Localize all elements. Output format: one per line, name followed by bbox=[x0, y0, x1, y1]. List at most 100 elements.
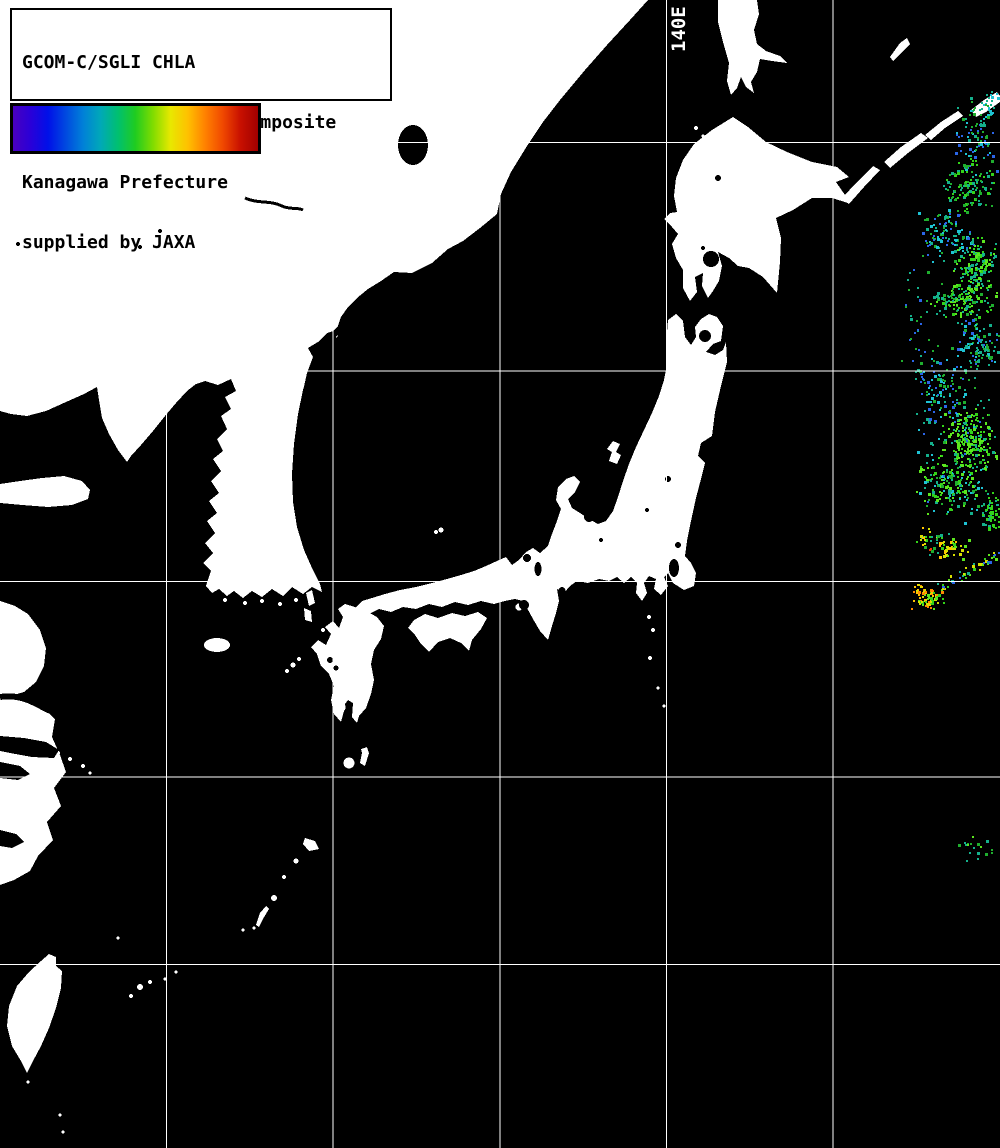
chlorophyll-pixel bbox=[979, 270, 981, 272]
chlorophyll-pixel bbox=[962, 443, 964, 445]
small-island bbox=[651, 628, 655, 632]
chlorophyll-pixel bbox=[928, 603, 931, 606]
chlorophyll-pixel bbox=[954, 190, 956, 192]
chlorophyll-pixel bbox=[991, 342, 993, 344]
chlorophyll-pixel bbox=[950, 490, 952, 492]
chlorophyll-pixel bbox=[934, 472, 937, 475]
chlorophyll-pixel bbox=[942, 232, 944, 234]
chlorophyll-pixel bbox=[996, 170, 999, 173]
chlorophyll-pixel bbox=[939, 250, 941, 252]
chlorophyll-pixel bbox=[946, 369, 948, 371]
chlorophyll-pixel bbox=[918, 349, 920, 351]
bay bbox=[0, 762, 30, 780]
chlorophyll-pixel bbox=[905, 306, 907, 308]
chlorophyll-pixel bbox=[942, 389, 944, 391]
chlorophyll-pixel bbox=[952, 406, 955, 409]
chlorophyll-pixel bbox=[966, 247, 968, 249]
chlorophyll-pixel bbox=[961, 280, 963, 282]
chlorophyll-pixel bbox=[991, 849, 993, 851]
chlorophyll-pixel bbox=[957, 441, 960, 444]
chlorophyll-pixel bbox=[938, 297, 940, 299]
chlorophyll-pixel bbox=[982, 251, 984, 253]
chlorophyll-pixel bbox=[937, 463, 939, 465]
chlorophyll-pixel bbox=[943, 298, 946, 301]
chlorophyll-pixel bbox=[924, 410, 926, 412]
chlorophyll-pixel bbox=[975, 361, 977, 363]
chlorophyll-pixel bbox=[976, 146, 978, 148]
chlorophyll-pixel bbox=[994, 248, 996, 250]
chlorophyll-pixel bbox=[963, 502, 966, 505]
chlorophyll-pixel bbox=[962, 192, 964, 194]
chlorophyll-pixel bbox=[970, 352, 972, 354]
chlorophyll-pixel bbox=[943, 374, 945, 376]
chlorophyll-pixel bbox=[948, 182, 950, 184]
chlorophyll-pixel bbox=[957, 419, 959, 421]
chlorophyll-pixel bbox=[928, 401, 930, 403]
chlorophyll-pixel bbox=[990, 520, 992, 522]
chlorophyll-pixel bbox=[997, 499, 999, 501]
chlorophyll-pixel bbox=[977, 360, 980, 363]
chlorophyll-pixel bbox=[954, 174, 957, 177]
chlorophyll-pixel bbox=[972, 492, 974, 494]
chlorophyll-pixel bbox=[924, 351, 926, 353]
chlorophyll-pixel bbox=[968, 280, 970, 282]
chlorophyll-pixel bbox=[940, 380, 943, 383]
chlorophyll-pixel bbox=[943, 185, 945, 187]
chlorophyll-pixel bbox=[982, 512, 984, 514]
chlorophyll-pixel bbox=[966, 435, 968, 437]
lake bbox=[333, 665, 339, 671]
chlorophyll-pixel bbox=[975, 489, 977, 491]
chlorophyll-pixel bbox=[949, 508, 952, 511]
chlorophyll-pixel bbox=[953, 285, 956, 288]
chlorophyll-pixel bbox=[939, 223, 941, 225]
chlorophyll-pixel bbox=[952, 581, 955, 584]
chlorophyll-pixel bbox=[957, 490, 960, 493]
chlorophyll-pixel bbox=[972, 467, 974, 469]
chlorophyll-pixel bbox=[965, 153, 967, 155]
chlorophyll-pixel bbox=[933, 608, 935, 610]
chlorophyll-pixel bbox=[920, 468, 923, 471]
chlorophyll-pixel bbox=[983, 104, 985, 106]
chlorophyll-pixel bbox=[963, 573, 965, 575]
chlorophyll-pixel bbox=[953, 494, 955, 496]
chlorophyll-pixel bbox=[968, 379, 970, 381]
chlorophyll-pixel bbox=[988, 554, 990, 556]
chlorophyll-pixel bbox=[968, 441, 970, 443]
chlorophyll-pixel bbox=[932, 491, 935, 494]
chlorophyll-pixel bbox=[932, 459, 934, 461]
chlorophyll-pixel bbox=[951, 380, 953, 382]
chlorophyll-pixel bbox=[946, 471, 948, 473]
chlorophyll-pixel bbox=[953, 475, 955, 477]
chlorophyll-pixel bbox=[943, 541, 945, 543]
chlorophyll-pixel bbox=[962, 349, 965, 352]
chlorophyll-pixel bbox=[962, 427, 964, 429]
chlorophyll-pixel bbox=[948, 296, 950, 298]
chlorophyll-pixel bbox=[977, 237, 979, 239]
chlorophyll-pixel bbox=[993, 107, 995, 109]
chlorophyll-pixel bbox=[910, 315, 912, 317]
chlorophyll-pixel bbox=[943, 260, 945, 262]
chlorophyll-pixel bbox=[952, 291, 954, 293]
chlorophyll-pixel bbox=[944, 449, 946, 451]
chlorophyll-pixel bbox=[964, 450, 966, 452]
chlorophyll-pixel bbox=[972, 239, 974, 241]
chlorophyll-pixel bbox=[971, 343, 973, 345]
landmass bbox=[718, 0, 787, 95]
chlorophyll-pixel bbox=[964, 453, 966, 455]
chlorophyll-pixel bbox=[961, 293, 963, 295]
chlorophyll-pixel bbox=[980, 114, 982, 116]
chlorophyll-pixel bbox=[971, 288, 973, 290]
chlorophyll-pixel bbox=[933, 411, 935, 413]
chlorophyll-pixel bbox=[976, 123, 978, 125]
chlorophyll-pixel bbox=[970, 155, 972, 157]
chlorophyll-pixel bbox=[989, 259, 991, 261]
chlorophyll-pixel bbox=[993, 350, 995, 352]
chlorophyll-pixel bbox=[996, 93, 998, 95]
chlorophyll-pixel bbox=[927, 381, 930, 384]
chlorophyll-pixel bbox=[952, 383, 954, 385]
chlorophyll-pixel bbox=[926, 218, 929, 221]
chlorophyll-pixel bbox=[982, 455, 984, 457]
chlorophyll-pixel bbox=[946, 216, 948, 218]
chlorophyll-pixel bbox=[976, 466, 978, 468]
